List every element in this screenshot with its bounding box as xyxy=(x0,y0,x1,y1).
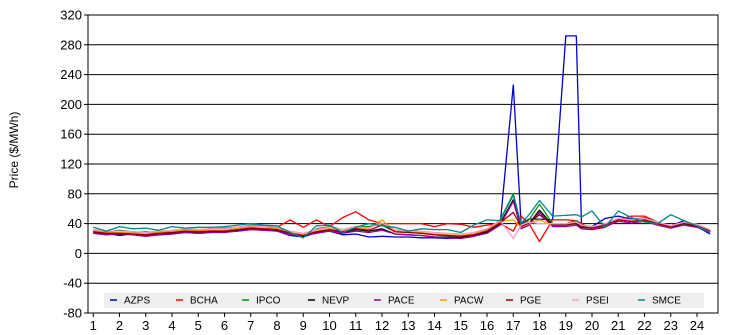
x-tick-label: 9 xyxy=(300,318,307,333)
x-tick-label: 2 xyxy=(116,318,123,333)
x-tick-label: 14 xyxy=(427,318,441,333)
x-tick-label: 18 xyxy=(532,318,546,333)
y-axis-label: Price ($/MWh) xyxy=(7,112,21,189)
y-tick-label: -80 xyxy=(63,306,82,321)
series-lines xyxy=(93,35,711,243)
x-tick-label: 1 xyxy=(90,318,97,333)
legend-label: PACW xyxy=(454,296,484,307)
x-axis-ticks: 1 2 3 4 5 6 7 8 9 10 11 12 13 14 15 16 17 18 19 20 21 22 23 24 xyxy=(90,313,704,333)
x-tick-label: 22 xyxy=(637,318,651,333)
series-line-pace xyxy=(93,200,711,240)
x-tick-label: 10 xyxy=(322,318,336,333)
x-tick-label: 5 xyxy=(195,318,202,333)
y-tick-label: 200 xyxy=(60,97,82,112)
x-tick-label: 21 xyxy=(611,318,625,333)
legend-label: NEVP xyxy=(322,296,350,307)
x-tick-label: 19 xyxy=(559,318,573,333)
legend-label: PACE xyxy=(388,296,415,307)
legend-label: SMCE xyxy=(652,296,681,307)
x-tick-label: 6 xyxy=(221,318,228,333)
x-tick-label: 16 xyxy=(480,318,494,333)
y-tick-label: 280 xyxy=(60,37,82,52)
y-tick-label: 0 xyxy=(75,246,82,261)
legend-label: PGE xyxy=(520,296,541,307)
y-tick-label: 80 xyxy=(68,186,82,201)
legend-box xyxy=(104,293,704,308)
y-tick-label: 40 xyxy=(68,216,82,231)
x-tick-label: 13 xyxy=(401,318,415,333)
x-tick-label: 4 xyxy=(168,318,175,333)
y-tick-label: 320 xyxy=(60,8,82,23)
legend-items: AZPS BCHA IPCO NEVP PACE PACW PGE PSEI SMCE xyxy=(110,296,681,307)
x-tick-label: 15 xyxy=(454,318,468,333)
y-tick-label: -40 xyxy=(63,276,82,291)
legend-label: IPCO xyxy=(256,296,281,307)
x-tick-label: 23 xyxy=(664,318,678,333)
legend-label: BCHA xyxy=(190,296,218,307)
x-tick-label: 8 xyxy=(273,318,280,333)
x-tick-label: 3 xyxy=(142,318,149,333)
y-tick-label: 240 xyxy=(60,67,82,82)
x-tick-label: 7 xyxy=(247,318,254,333)
legend-label: PSEI xyxy=(586,296,609,307)
x-tick-label: 12 xyxy=(375,318,389,333)
y-tick-label: 160 xyxy=(60,127,82,142)
series-line-smce xyxy=(93,194,711,239)
x-tick-label: 11 xyxy=(349,318,363,333)
legend: AZPS BCHA IPCO NEVP PACE PACW PGE PSEI SMCE xyxy=(104,293,704,308)
x-tick-label: 20 xyxy=(585,318,599,333)
y-tick-label: 120 xyxy=(60,157,82,172)
x-tick-label: 17 xyxy=(506,318,520,333)
y-axis-ticks: 320 280 240 200 160 120 80 40 0 -40 -80 xyxy=(60,8,88,321)
legend-label: AZPS xyxy=(124,296,150,307)
x-tick-label: 24 xyxy=(690,318,704,333)
